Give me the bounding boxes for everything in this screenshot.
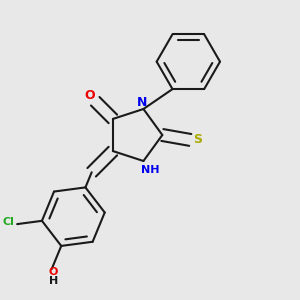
Text: O: O	[49, 267, 58, 278]
Text: H: H	[49, 276, 58, 286]
Text: O: O	[84, 89, 94, 102]
Text: Cl: Cl	[3, 218, 15, 227]
Text: N: N	[136, 96, 147, 109]
Text: NH: NH	[141, 165, 159, 175]
Text: S: S	[193, 133, 202, 146]
